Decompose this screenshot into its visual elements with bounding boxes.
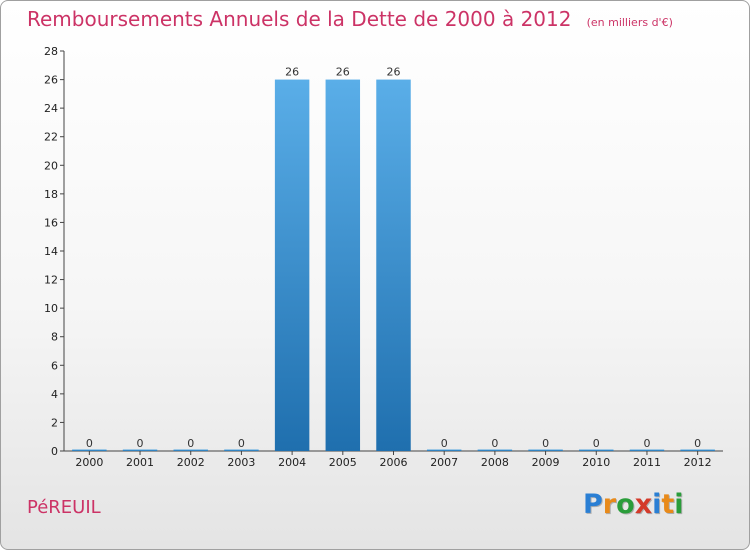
x-tick-label: 2009 xyxy=(532,456,560,469)
x-tick-label: 2004 xyxy=(278,456,306,469)
x-tick-label: 2003 xyxy=(227,456,255,469)
y-tick-label: 22 xyxy=(44,131,58,144)
y-tick-label: 20 xyxy=(44,159,58,172)
data-label: 0 xyxy=(86,437,93,450)
logo-letter: t xyxy=(661,489,675,520)
x-tick-label: 2007 xyxy=(430,456,458,469)
chart-bars xyxy=(72,79,715,452)
y-tick-label: 12 xyxy=(44,274,58,287)
y-tick-label: 28 xyxy=(44,45,58,58)
bar xyxy=(579,449,614,451)
x-tick-label: 2001 xyxy=(126,456,154,469)
bar xyxy=(629,449,665,451)
data-label: 26 xyxy=(336,66,350,79)
logo-letter: x xyxy=(634,489,653,520)
data-label: 0 xyxy=(593,437,600,450)
chart-title: Remboursements Annuels de la Dette de 20… xyxy=(27,7,572,31)
bar xyxy=(680,449,715,451)
data-label: 26 xyxy=(387,66,401,79)
x-tick-label: 2008 xyxy=(481,456,509,469)
logo-letter: i xyxy=(652,489,662,520)
x-tick-label: 2000 xyxy=(75,456,103,469)
data-label: 0 xyxy=(694,437,701,450)
bar xyxy=(224,449,259,451)
y-tick-label: 6 xyxy=(51,359,58,372)
y-tick-label: 10 xyxy=(44,302,58,315)
data-label: 0 xyxy=(643,437,650,450)
bar xyxy=(477,449,513,451)
y-tick-label: 14 xyxy=(44,245,58,258)
y-tick-label: 16 xyxy=(44,216,58,229)
bar xyxy=(173,449,208,451)
unit-note: (en milliers d'€) xyxy=(586,16,673,29)
data-label: 0 xyxy=(441,437,448,450)
logo-letter: P xyxy=(583,489,603,520)
bar xyxy=(376,79,411,452)
bar xyxy=(274,79,310,452)
logo-letter: r xyxy=(602,489,617,520)
x-tick-label: 2006 xyxy=(380,456,408,469)
chart-title-block: Remboursements Annuels de la Dette de 20… xyxy=(27,7,673,31)
bar xyxy=(122,449,158,451)
bar xyxy=(426,449,462,451)
logo-letter: o xyxy=(616,489,635,520)
data-label: 0 xyxy=(137,437,144,450)
data-label: 0 xyxy=(542,437,549,450)
y-tick-label: 26 xyxy=(44,74,58,87)
bar xyxy=(72,449,107,451)
bar xyxy=(528,449,563,451)
data-label: 26 xyxy=(285,66,299,79)
data-label: 0 xyxy=(238,437,245,450)
y-tick-label: 2 xyxy=(51,416,58,429)
logo-letter: i xyxy=(674,489,684,520)
y-tick-label: 18 xyxy=(44,188,58,201)
x-tick-label: 2005 xyxy=(329,456,357,469)
x-tick-label: 2011 xyxy=(633,456,661,469)
x-tick-label: 2010 xyxy=(582,456,610,469)
y-tick-label: 0 xyxy=(51,445,58,458)
y-tick-label: 8 xyxy=(51,331,58,344)
bar xyxy=(325,79,361,452)
y-tick-label: 24 xyxy=(44,102,58,115)
commune-name: PéREUIL xyxy=(27,497,101,518)
data-label: 0 xyxy=(187,437,194,450)
proxiti-logo: Proxiti xyxy=(583,489,684,520)
x-tick-label: 2002 xyxy=(177,456,205,469)
chart-labels: 2000 0 2001 0 2002 0 2003 0 2004 26 2005 26 2006 26 20… xyxy=(75,66,711,469)
y-tick-label: 4 xyxy=(51,388,58,401)
x-tick-label: 2012 xyxy=(684,456,712,469)
data-label: 0 xyxy=(491,437,498,450)
